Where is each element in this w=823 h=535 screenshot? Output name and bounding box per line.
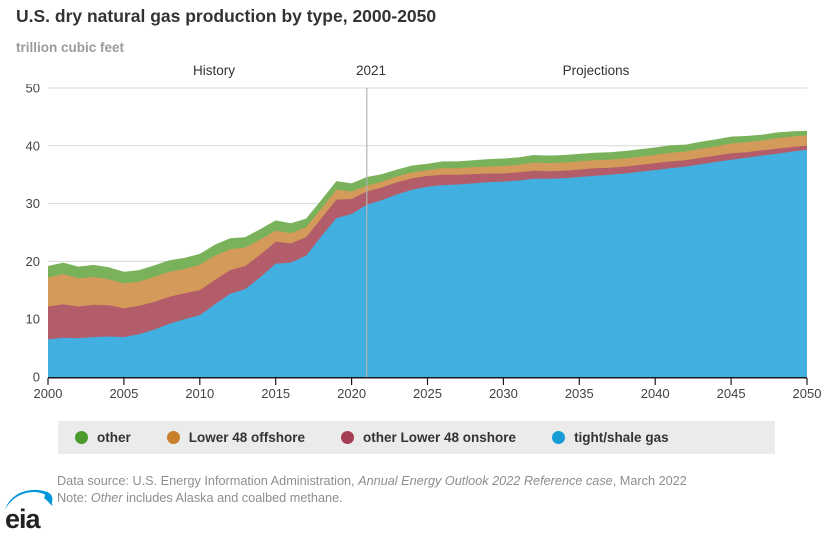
y-tick-label: 10	[26, 312, 40, 327]
source-publication: Annual Energy Outlook 2022 Reference cas…	[358, 474, 613, 488]
eia-logo-swoosh-icon	[5, 489, 53, 510]
source-date: , March 2022	[612, 474, 687, 488]
y-tick-label: 20	[26, 254, 40, 269]
legend-label: other Lower 48 onshore	[363, 430, 517, 445]
y-axis-unit-label: trillion cubic feet	[16, 40, 125, 55]
footer: Data source: U.S. Energy Information Adm…	[57, 473, 769, 507]
note-rest: includes Alaska and coalbed methane.	[122, 490, 343, 505]
history-annotation: History	[192, 63, 236, 78]
y-tick-label: 30	[26, 196, 40, 211]
stacked-area-chart: 2000 2005 2010 2015 2020 2025 2030 2035 2040 2045…	[26, 84, 822, 401]
eia-logo-text: eia	[5, 504, 41, 534]
x-tick-label: 2010	[185, 386, 214, 401]
x-tick-label: 2005	[109, 386, 138, 401]
legend-item: Lower 48 offshore	[166, 430, 306, 445]
legend-label: tight/shale gas	[574, 430, 669, 445]
x-tick-label: 2050	[793, 386, 822, 401]
note-text: Note:	[57, 490, 91, 505]
y-tick-label: 50	[26, 84, 40, 96]
x-tick-label: 2045	[717, 386, 746, 401]
y-tick-label: 0	[33, 370, 40, 385]
area-tight-shale-gas	[48, 149, 807, 377]
legend-swatch-icon	[166, 431, 180, 444]
source-text: Data source: U.S. Energy Information Adm…	[57, 474, 359, 488]
legend-swatch-icon	[341, 431, 355, 444]
legend-swatch-icon	[552, 431, 566, 444]
x-tick-label: 2020	[337, 386, 366, 401]
projections-annotation: Projections	[562, 63, 630, 78]
legend-label: other	[97, 430, 131, 445]
chart-title: U.S. dry natural gas production by type,…	[16, 6, 437, 26]
divider-year-annotation: 2021	[355, 63, 387, 78]
note-line: Note: Other includes Alaska and coalbed …	[57, 490, 769, 507]
legend-item: tight/shale gas	[552, 430, 669, 445]
chart-legend: other Lower 48 offshore other Lower 48 ons…	[58, 421, 775, 454]
x-tick-label: 2035	[565, 386, 594, 401]
eia-logo: eia	[3, 485, 55, 533]
x-tick-label: 2015	[261, 386, 290, 401]
x-tick-label: 2030	[489, 386, 518, 401]
legend-swatch-icon	[75, 431, 88, 444]
x-tick-label: 2000	[34, 386, 63, 401]
x-tick-label: 2040	[641, 386, 670, 401]
y-tick-label: 40	[26, 138, 40, 153]
legend-label: Lower 48 offshore	[188, 430, 306, 445]
legend-item: other	[75, 430, 131, 445]
data-source-line: Data source: U.S. Energy Information Adm…	[57, 473, 769, 490]
legend-item: other Lower 48 onshore	[341, 430, 516, 445]
x-tick-label: 2025	[413, 386, 442, 401]
note-italic-word: Other	[90, 490, 123, 505]
